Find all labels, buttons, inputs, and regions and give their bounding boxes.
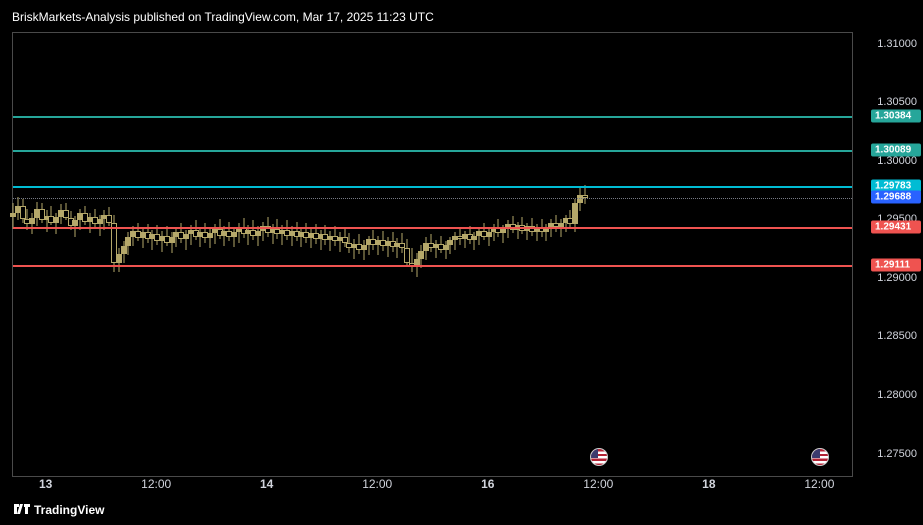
- horizontal-price-line[interactable]: [13, 227, 852, 229]
- y-axis-tick: 1.28000: [877, 389, 917, 401]
- current-price-label: 1.29688: [871, 191, 921, 204]
- x-axis-tick: 12:00: [583, 477, 613, 491]
- x-axis-tick: 18: [702, 477, 715, 491]
- horizontal-price-line[interactable]: [13, 150, 852, 152]
- x-axis-tick: 16: [481, 477, 494, 491]
- x-axis-tick: 12:00: [362, 477, 392, 491]
- horizontal-price-line[interactable]: [13, 116, 852, 118]
- x-axis-tick: 13: [39, 477, 52, 491]
- chart-header: BriskMarkets-Analysis published on Tradi…: [12, 10, 434, 24]
- price-line-label: 1.30384: [871, 109, 921, 122]
- tradingview-attribution[interactable]: TradingView: [14, 503, 104, 517]
- horizontal-price-line[interactable]: [13, 186, 852, 188]
- tradingview-brand-text: TradingView: [34, 503, 104, 517]
- x-axis-tick: 12:00: [141, 477, 171, 491]
- chart-plot-area[interactable]: [12, 32, 853, 477]
- x-axis-tick: 12:00: [804, 477, 834, 491]
- price-line-label: 1.29111: [871, 258, 921, 271]
- price-line-label: 1.30089: [871, 144, 921, 157]
- price-line-label: 1.29431: [871, 221, 921, 234]
- x-axis-tick: 14: [260, 477, 273, 491]
- y-axis-tick: 1.28500: [877, 330, 917, 342]
- current-price-line: [13, 198, 852, 199]
- horizontal-price-line[interactable]: [13, 265, 852, 267]
- x-axis: 13 12:00 14 12:00 16 12:00 18 12:00: [12, 477, 853, 497]
- y-axis-tick: 1.27500: [877, 448, 917, 460]
- tradingview-logo-icon: [14, 503, 30, 517]
- candles-layer: [13, 33, 852, 476]
- y-axis-tick: 1.31000: [877, 38, 917, 50]
- y-axis-tick: 1.30500: [877, 96, 917, 108]
- y-axis: 1.310001.305001.300001.295001.290001.285…: [853, 32, 923, 477]
- y-axis-tick: 1.29000: [877, 272, 917, 284]
